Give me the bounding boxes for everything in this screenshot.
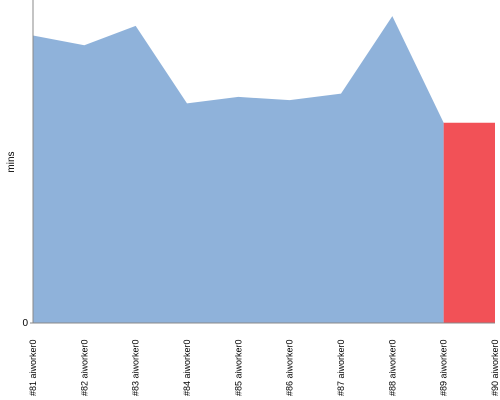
x-tick-label: #82 aiworker0 <box>79 339 89 396</box>
x-tick-label: #84 aiworker0 <box>182 339 192 396</box>
x-tick-label: #83 aiworker0 <box>131 339 141 396</box>
area-last-segment <box>443 122 495 324</box>
x-tick-label: #87 aiworker0 <box>336 339 346 396</box>
x-tick-label: #90 aiworker0 <box>490 339 500 396</box>
x-tick-label: #89 aiworker0 <box>439 339 449 396</box>
x-tick-label: #86 aiworker0 <box>285 339 295 396</box>
y-tick-label: 0 <box>22 318 28 329</box>
y-axis-label: mins <box>6 151 17 172</box>
x-tick-label: #81 aiworker0 <box>28 339 38 396</box>
area <box>33 16 444 324</box>
x-tick-label: #88 aiworker0 <box>387 339 397 396</box>
x-tick-label: #85 aiworker0 <box>233 339 243 396</box>
